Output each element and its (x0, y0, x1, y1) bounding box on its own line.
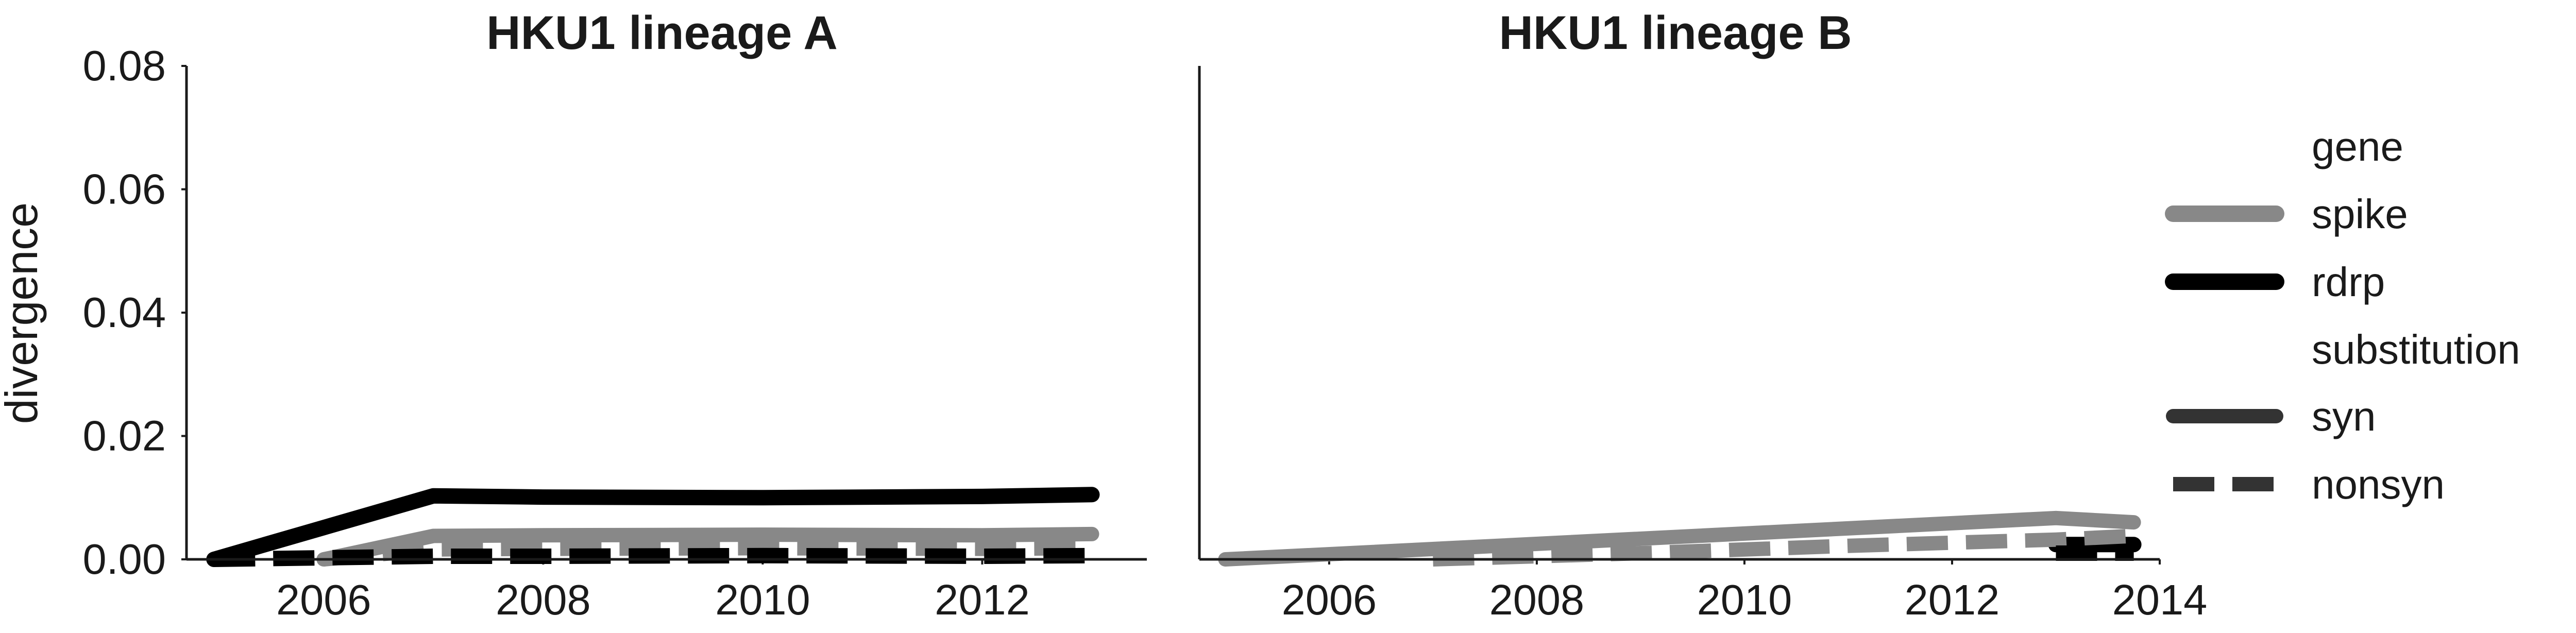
x-tick-label: 2008 (496, 576, 591, 624)
series-rdrp-syn (206, 487, 1100, 567)
x-tick-label: 2006 (1282, 576, 1377, 624)
panel-lineage-a: HKU1 lineage A divergence 0.000.020.040.… (0, 7, 1147, 624)
panel-b-title: HKU1 lineage B (1499, 7, 1852, 59)
series-rdrp-nonsyn (214, 548, 1092, 567)
panel-a-x-ticks: 2006 2008 2010 2012 (276, 559, 1030, 624)
series-spike-syn (316, 526, 1099, 567)
panel-b-series (1218, 510, 2142, 567)
panel-lineage-b: HKU1 lineage B 2006 2008 2010 2012 2014 (1198, 7, 2208, 624)
y-tick-label: 0.04 (82, 288, 166, 336)
x-tick-label: 2012 (935, 576, 1030, 624)
x-tick-label: 2012 (1905, 576, 2000, 624)
legend-spike-label: spike (2312, 191, 2408, 237)
x-tick-label: 2014 (2112, 576, 2208, 624)
series-spike-syn (1218, 510, 2141, 567)
series-spike-nonsyn (1432, 528, 2134, 567)
panel-b-x-ticks: 2006 2008 2010 2012 2014 (1282, 559, 2208, 624)
panel-a-y-ticks: 0.00 0.02 0.04 0.06 0.08 (82, 42, 187, 583)
legend: gene spike rdrp substitution syn nonsyn (2165, 124, 2520, 507)
legend-substitution-title: substitution (2312, 327, 2520, 372)
y-tick-label: 0.08 (82, 42, 166, 90)
panel-a-title: HKU1 lineage A (486, 7, 838, 59)
y-axis-label: divergence (0, 202, 47, 424)
x-tick-label: 2006 (276, 576, 371, 624)
y-tick-label: 0.00 (82, 535, 166, 583)
y-tick-label: 0.02 (82, 412, 166, 460)
legend-syn-label: syn (2312, 394, 2376, 439)
panel-a-series (206, 487, 1100, 567)
x-tick-label: 2010 (715, 576, 810, 624)
legend-nonsyn-label: nonsyn (2312, 461, 2445, 507)
y-tick-label: 0.06 (82, 165, 166, 213)
x-tick-label: 2008 (1489, 576, 1585, 624)
legend-rdrp-label: rdrp (2312, 259, 2385, 305)
legend-gene-title: gene (2312, 124, 2403, 169)
x-tick-label: 2010 (1697, 576, 1792, 624)
